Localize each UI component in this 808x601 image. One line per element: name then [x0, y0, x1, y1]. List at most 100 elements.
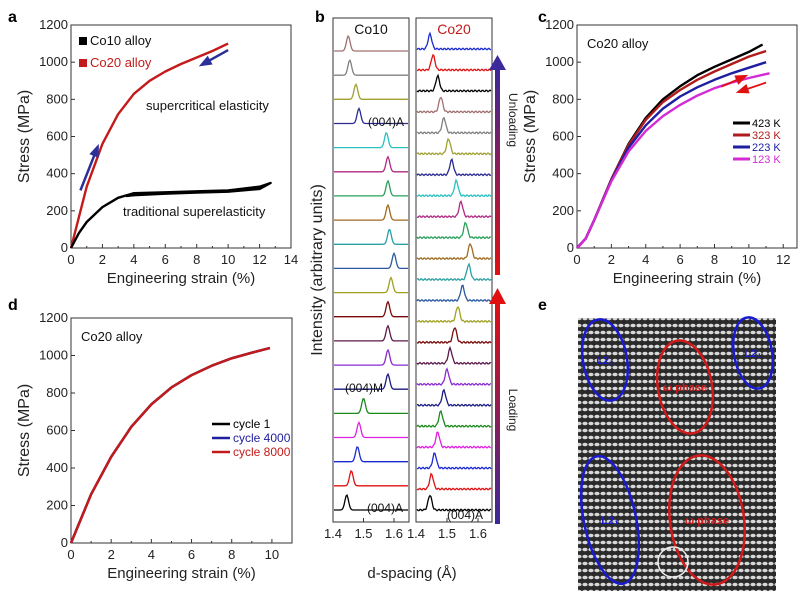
y-tick-label: 1000 — [39, 54, 68, 69]
panel-letter-d: d — [8, 297, 18, 314]
x-tick-label: 2 — [608, 252, 615, 267]
x-tick-label: 8 — [228, 547, 235, 562]
peak-label: (004)A — [367, 501, 403, 515]
y-tick-label: 1200 — [39, 310, 68, 325]
subplot-co20: 1.4 1.5 1.6 Co20 — [407, 17, 493, 541]
legend-swatch — [79, 37, 87, 45]
diffraction-trace — [334, 228, 408, 245]
x-tick-label: 1.4 — [324, 526, 342, 541]
region-ellipse — [668, 454, 746, 586]
diffraction-trace — [416, 73, 492, 93]
diffraction-trace — [416, 158, 492, 177]
x-tick-label: 4 — [148, 547, 155, 562]
y-tick-label: 800 — [46, 91, 68, 106]
diffraction-trace — [416, 242, 492, 261]
x-tick-label: 10 — [221, 252, 235, 267]
panel-e: L2₁ ω phase L2₁ L2₁ ω phase — [578, 316, 776, 591]
x-axis-title: d-spacing (Å) — [367, 565, 456, 582]
y-axis-title: Stress (MPa) — [522, 90, 539, 183]
unloading-arrow — [495, 68, 500, 275]
x-tick-label: 12 — [776, 252, 790, 267]
x-axis-title: Engineering strain (%) — [107, 565, 255, 582]
region-label: ω phase — [663, 382, 707, 394]
panel-d: 0 2 4 6 8 10 0 200 400 600 800 1000 1200 Engineering … — [16, 310, 293, 582]
y-tick-label: 800 — [552, 91, 574, 106]
diffraction-trace — [416, 326, 492, 345]
diffraction-trace — [334, 494, 408, 511]
x-tick-label: 6 — [162, 252, 169, 267]
region-ellipse — [579, 454, 641, 586]
diffraction-trace — [334, 251, 408, 270]
diffraction-trace — [416, 409, 492, 428]
diffraction-trace — [334, 372, 408, 390]
diffraction-trace — [334, 276, 408, 294]
panel-letter-a: a — [8, 9, 17, 26]
x-tick-label: 8 — [711, 252, 718, 267]
subplot-title: Co20 — [437, 21, 471, 37]
panel-a: 0 2 4 6 8 10 12 14 0 200 400 600 800 1000 1200 Engineer… — [16, 17, 298, 287]
y-axis-title: Stress (MPa) — [16, 90, 33, 183]
y-tick-label: 600 — [46, 423, 68, 438]
legend-label: 323 K — [752, 130, 781, 142]
region-label: L2₁ — [744, 348, 762, 360]
region-label: L2₁ — [601, 515, 619, 527]
y-tick-label: 400 — [46, 166, 68, 181]
legend-label: 223 K — [752, 142, 781, 154]
x-tick-label: 2 — [108, 547, 115, 562]
series-co10-alloy — [69, 181, 272, 249]
inset-title: Co20 alloy — [81, 329, 143, 344]
legend-label: 423 K — [752, 118, 781, 130]
x-tick-label: 6 — [677, 252, 684, 267]
y-axis-title: Intensity (arbitrary units) — [309, 184, 326, 356]
y-tick-label: 400 — [46, 460, 68, 475]
series-123-k — [576, 72, 770, 249]
diffraction-trace — [416, 31, 492, 51]
diffraction-trace — [334, 348, 408, 366]
diffraction-trace — [416, 262, 492, 282]
y-tick-label: 800 — [46, 385, 68, 400]
y-tick-label: 0 — [61, 535, 68, 550]
panel-c: 0 2 4 6 8 10 12 0 200 400 600 800 1000 1200 Engineerin… — [522, 17, 798, 287]
arrow-label: Unloading — [506, 93, 520, 147]
x-tick-label: 4 — [642, 252, 649, 267]
diffraction-trace — [334, 469, 408, 487]
diffraction-trace — [334, 59, 408, 76]
diffraction-trace — [416, 472, 492, 491]
diffraction-trace — [416, 137, 492, 156]
legend-label: cycle 1 — [233, 417, 271, 431]
y-tick-label: 0 — [61, 240, 68, 255]
region-ellipse — [655, 339, 715, 435]
x-tick-label: 1.5 — [438, 526, 456, 541]
subplot-title: Co10 — [354, 21, 388, 37]
x-tick-label: 2 — [99, 252, 106, 267]
legend-label: 123 K — [752, 154, 781, 166]
peak-label: (004)A — [368, 115, 404, 129]
annotation: supercritical elasticity — [146, 98, 269, 113]
x-tick-label: 0 — [573, 252, 580, 267]
peak-label: (004)A — [447, 508, 483, 522]
x-tick-label: 1.5 — [354, 526, 372, 541]
region-ellipse — [732, 316, 774, 390]
series-223-k — [576, 61, 767, 249]
arrow-head — [89, 143, 99, 158]
arrow-head — [198, 55, 213, 67]
diffraction-trace — [416, 284, 492, 303]
y-tick-label: 200 — [46, 498, 68, 513]
y-tick-label: 1000 — [39, 348, 68, 363]
panel-b: 1.4 1.5 1.6 Co10 1.4 1.5 1.6 Co20 (004)A (004)M (0… — [309, 17, 520, 582]
annotation: traditional superelasticity — [123, 204, 266, 219]
unloading-arrow-head — [489, 55, 506, 70]
panel-letter-c: c — [538, 9, 547, 26]
x-tick-label: 4 — [130, 252, 137, 267]
x-axis-title: Engineering strain (%) — [613, 270, 761, 287]
arrow-head — [735, 83, 750, 94]
x-tick-label: 1.4 — [407, 526, 425, 541]
panel-letter-e: e — [538, 297, 547, 314]
y-tick-label: 600 — [552, 129, 574, 144]
plot-frame — [415, 17, 493, 523]
watermark-seal — [657, 546, 689, 578]
diffraction-trace — [334, 83, 408, 100]
legend-label: Co10 alloy — [90, 33, 152, 48]
diffraction-trace — [334, 398, 408, 415]
x-tick-label: 0 — [67, 547, 74, 562]
